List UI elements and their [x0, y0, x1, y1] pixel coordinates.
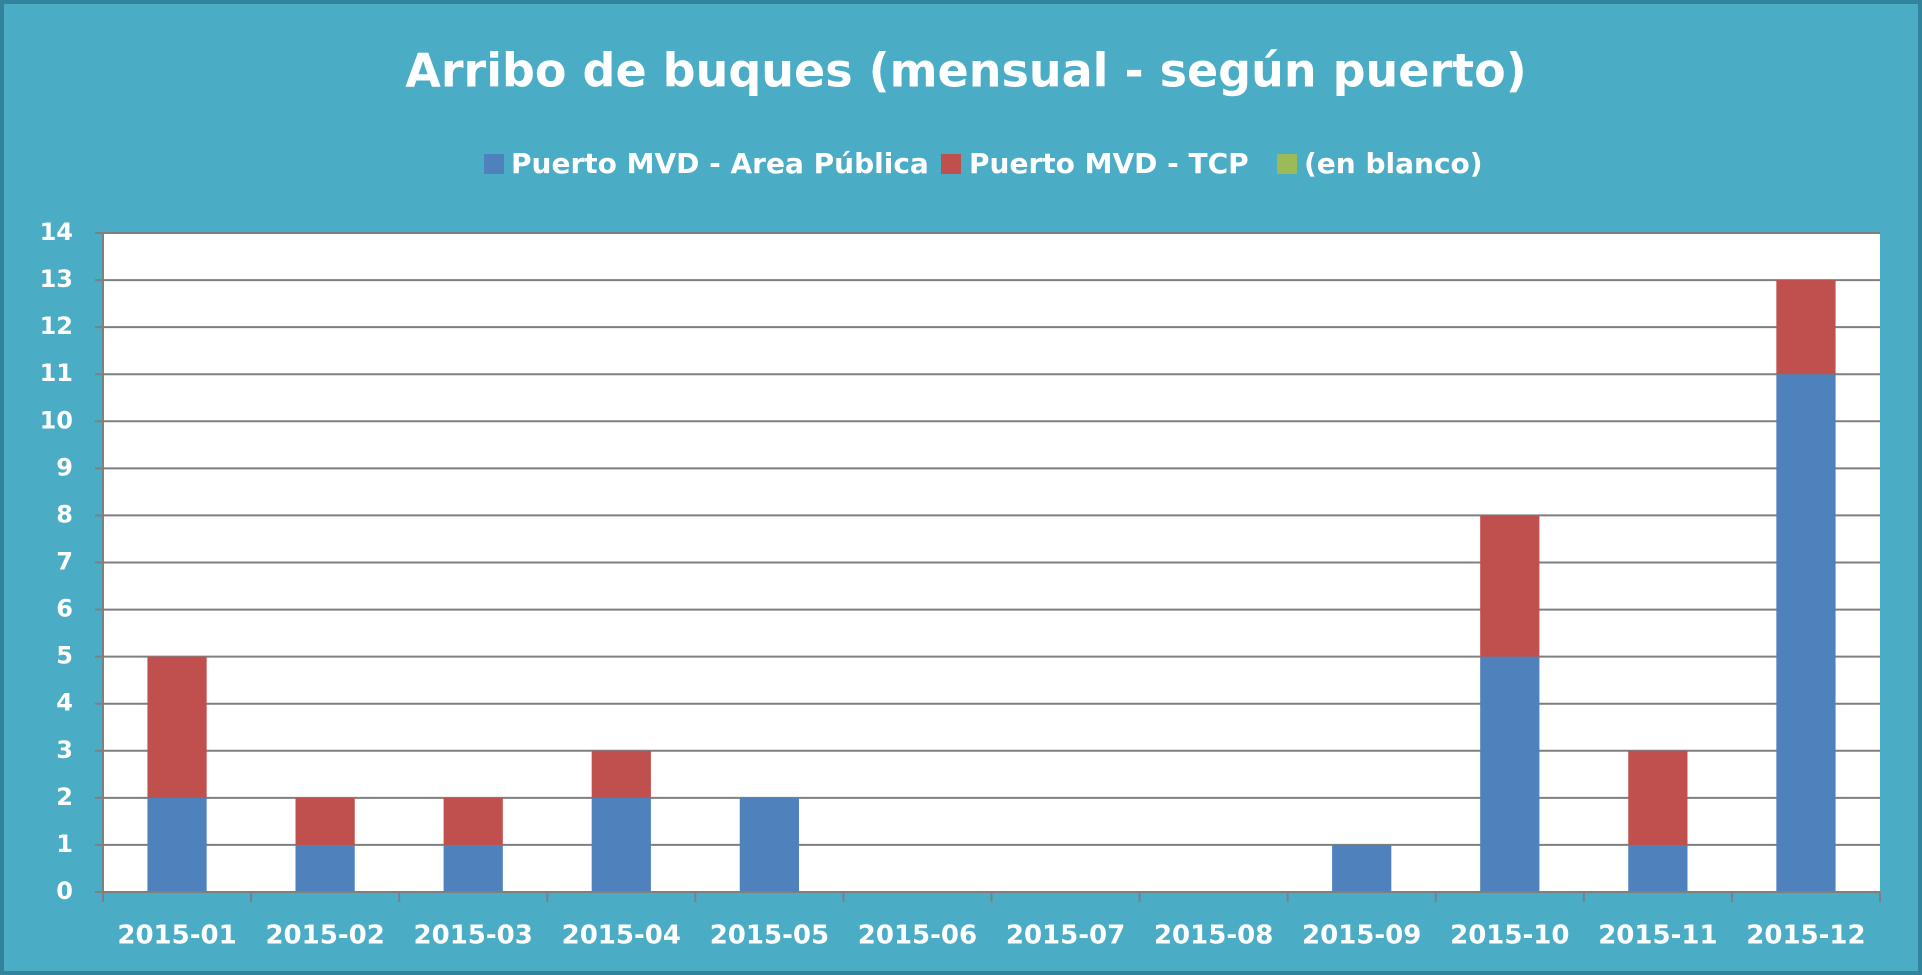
bar-segment — [739, 797, 799, 892]
y-tick-label: 2 — [56, 783, 73, 811]
bar-segment — [295, 797, 355, 845]
x-tick-label: 2015-11 — [1598, 921, 1717, 951]
legend-swatch — [484, 154, 504, 174]
legend-label: Puerto MVD - Area Pública — [511, 147, 929, 180]
x-tick-label: 2015-10 — [1450, 921, 1569, 951]
bar-segment — [1776, 374, 1836, 892]
bar-segment — [295, 844, 355, 892]
x-tick-label: 2015-12 — [1746, 921, 1865, 951]
legend-swatch — [1277, 154, 1297, 174]
legend-swatch — [941, 154, 961, 174]
x-tick-label: 2015-08 — [1154, 921, 1273, 951]
x-tick-label: 2015-02 — [265, 921, 384, 951]
bar-segment — [1332, 844, 1392, 892]
y-tick-label: 10 — [40, 406, 73, 434]
x-tick-label: 2015-05 — [710, 921, 829, 951]
y-tick-label: 6 — [56, 595, 73, 623]
x-tick-label: 2015-04 — [562, 921, 681, 951]
y-tick-label: 14 — [40, 218, 73, 246]
bar-segment — [591, 750, 651, 798]
y-tick-label: 13 — [40, 265, 73, 293]
y-tick-label: 9 — [56, 453, 73, 481]
x-tick-label: 2015-09 — [1302, 921, 1421, 951]
x-tick-label: 2015-01 — [117, 921, 236, 951]
bar-segment — [1776, 280, 1836, 375]
y-tick-label: 7 — [56, 548, 73, 576]
bar-segment — [443, 844, 503, 892]
y-tick-label: 11 — [40, 359, 73, 387]
bar-segment — [1480, 515, 1540, 657]
bar-segment — [147, 797, 207, 892]
y-tick-label: 8 — [56, 500, 73, 528]
x-tick-label: 2015-03 — [414, 921, 533, 951]
y-tick-label: 5 — [56, 642, 73, 670]
bar-segment — [443, 797, 503, 845]
bar-segment — [1480, 656, 1540, 892]
chart-title: Arribo de buques (mensual - según puerto… — [405, 44, 1527, 98]
bar-segment — [591, 797, 651, 892]
bar-segment — [1628, 844, 1688, 892]
y-tick-label: 0 — [56, 877, 73, 905]
y-tick-label: 3 — [56, 736, 73, 764]
y-tick-label: 4 — [56, 689, 73, 717]
x-tick-label: 2015-07 — [1006, 921, 1125, 951]
bar-segment — [147, 656, 207, 798]
y-tick-label: 1 — [56, 830, 73, 858]
legend-label: (en blanco) — [1304, 147, 1483, 180]
y-tick-label: 12 — [40, 312, 73, 340]
legend-label: Puerto MVD - TCP — [969, 147, 1249, 180]
bar-segment — [1628, 750, 1688, 845]
x-tick-label: 2015-06 — [858, 921, 977, 951]
